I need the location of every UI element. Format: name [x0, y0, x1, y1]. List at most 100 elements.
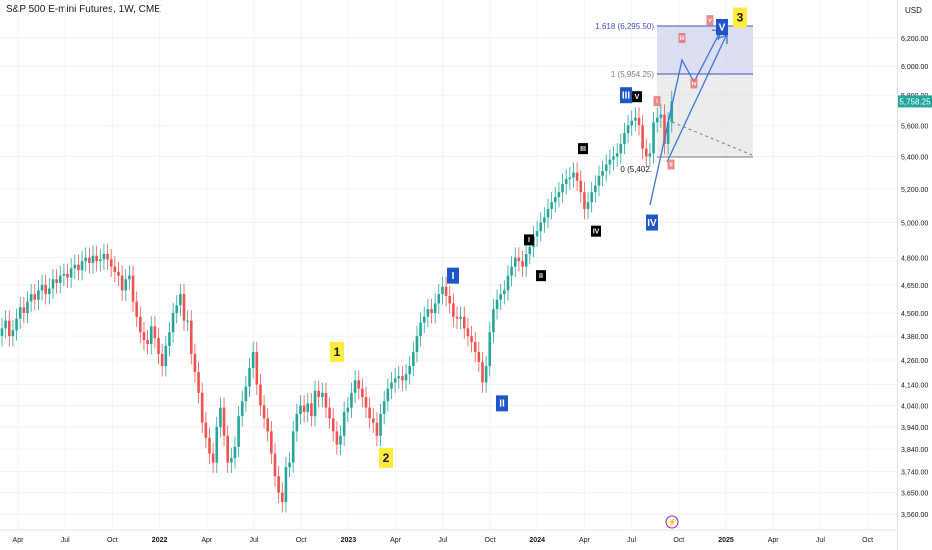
candle: [40, 274, 44, 301]
time-axis: Apr Jul Oct 2022 Apr Jul Oct 2023 Apr Jul Oct 2024 A…: [0, 529, 897, 544]
candle: [663, 104, 666, 155]
x-tick-label: Jul: [816, 537, 825, 544]
price-axis[interactable]: [897, 0, 932, 550]
candle: [543, 207, 546, 233]
candle: [481, 351, 484, 393]
candle: [197, 361, 200, 404]
candle: [586, 191, 590, 220]
y-tick-label: 4,140.00: [901, 382, 928, 389]
candle: [88, 247, 91, 274]
wave-label[interactable]: iv: [690, 78, 698, 89]
candle: [335, 421, 339, 455]
grid-layer: [0, 0, 897, 530]
candle: [524, 243, 528, 277]
candle: [397, 366, 401, 389]
candle: [521, 250, 524, 277]
last-price-badge: 5,758.25: [898, 95, 932, 108]
candle: [291, 421, 295, 473]
y-tick-label: 3,840.00: [901, 447, 928, 454]
candle: [84, 247, 88, 272]
candle: [91, 245, 95, 274]
x-tick-label: 2025: [718, 537, 734, 544]
wave-label[interactable]: v: [706, 15, 714, 26]
candle: [313, 380, 317, 427]
flash-event-icon[interactable]: ⚡: [665, 515, 679, 529]
candle: [51, 269, 55, 299]
candle: [146, 329, 149, 355]
candle: [619, 133, 623, 164]
candle: [328, 397, 331, 429]
candle: [321, 382, 324, 408]
candle: [331, 408, 335, 442]
wave-label[interactable]: I: [447, 267, 459, 284]
candle: [66, 263, 69, 288]
candle: [69, 258, 73, 288]
wave-label[interactable]: 3: [733, 7, 747, 28]
candle: [608, 149, 612, 175]
wave-label[interactable]: III: [578, 143, 588, 155]
candle: [200, 382, 204, 433]
candle: [189, 310, 193, 365]
projection-dashed-line: [671, 121, 753, 156]
fib-extension-tool[interactable]: 1.618 (6,295.50) 1 (5,954.25) 0 (5,402.: [595, 22, 753, 174]
candle: [139, 306, 142, 343]
wave-label[interactable]: V: [632, 91, 642, 103]
candle: [284, 456, 288, 513]
candle: [353, 370, 357, 404]
wave-label[interactable]: IV: [591, 225, 601, 237]
wave-label[interactable]: iii: [678, 33, 686, 43]
candle: [55, 269, 58, 294]
candle: [430, 298, 433, 324]
wave-label[interactable]: III: [620, 87, 632, 104]
candle: [262, 395, 266, 429]
wave-label[interactable]: i: [653, 96, 661, 107]
candle: [539, 212, 543, 242]
fib-level-label: 1 (5,954.25): [611, 70, 654, 79]
candle: [583, 181, 586, 220]
candle: [444, 276, 448, 307]
candle: [233, 436, 237, 469]
candle: [77, 254, 80, 281]
y-tick-label: 4,800.00: [901, 256, 928, 263]
candle: [18, 297, 22, 330]
x-tick-label: Apr: [201, 537, 213, 544]
wave-label[interactable]: IV: [646, 214, 658, 231]
x-tick-label: 2022: [152, 537, 168, 544]
candle: [26, 291, 29, 324]
price-axis-currency[interactable]: USD: [905, 6, 922, 15]
candle: [339, 425, 342, 455]
x-tick-label: Jul: [438, 537, 447, 544]
candle: [579, 170, 583, 203]
candle: [179, 283, 182, 316]
wave-label-text: II: [539, 273, 543, 280]
wave-label[interactable]: II: [496, 395, 508, 412]
candle: [164, 335, 168, 377]
y-tick-label: 3,740.00: [901, 470, 928, 477]
candle: [62, 263, 66, 287]
wave-label[interactable]: II: [536, 270, 546, 282]
candle: [22, 297, 26, 324]
wave-label-text: IV: [647, 218, 657, 229]
candle: [266, 408, 270, 442]
candle: [182, 283, 186, 331]
candle: [280, 482, 284, 513]
wave-projection-path: [649, 31, 721, 206]
wave-label[interactable]: I: [524, 234, 534, 246]
wave-label[interactable]: ii: [667, 159, 675, 170]
wave-label[interactable]: 2: [379, 448, 393, 469]
candle: [426, 298, 430, 328]
x-tick-label: Oct: [862, 537, 873, 544]
candle: [670, 90, 674, 133]
candle: [462, 306, 466, 339]
wave-label[interactable]: 1: [330, 341, 344, 362]
x-tick-label: Apr: [13, 537, 25, 544]
wave-label-text: 3: [737, 10, 744, 24]
candle: [492, 298, 495, 343]
candle: [575, 162, 579, 192]
wave-label[interactable]: V: [716, 19, 728, 36]
y-tick-label: 5,600.00: [901, 123, 928, 130]
candle: [102, 243, 106, 270]
candle: [382, 391, 386, 425]
